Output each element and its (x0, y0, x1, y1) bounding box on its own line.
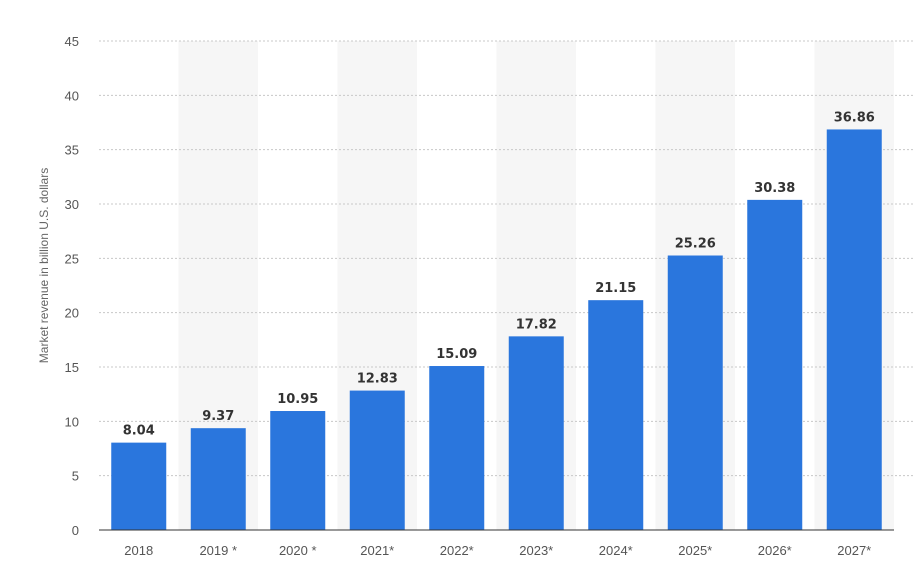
value-label: 9.37 (202, 409, 234, 424)
y-tick-label: 30 (65, 197, 79, 212)
bars (111, 129, 882, 531)
bar (111, 442, 167, 530)
x-tick-label: 2021* (360, 543, 394, 558)
bar (667, 255, 723, 530)
y-axis-title: Market revenue in billion U.S. dollars (37, 168, 51, 363)
x-tick-label: 2027* (837, 543, 871, 558)
value-label: 8.04 (123, 424, 155, 439)
y-tick-label: 45 (65, 34, 79, 49)
y-tick-label: 40 (65, 88, 79, 103)
x-axis-ticks: 2018 2019 * 2020 * 2021* 2022* 2023* 2024* 2025… (124, 543, 871, 558)
y-tick-label: 15 (65, 360, 79, 375)
value-label: 21.15 (595, 281, 636, 296)
x-tick-label: 2020 * (279, 543, 317, 558)
bar (349, 390, 405, 530)
y-tick-label: 10 (65, 414, 79, 429)
bar (508, 336, 564, 530)
y-tick-label: 5 (72, 469, 79, 484)
x-tick-label: 2019 * (199, 543, 237, 558)
value-label: 12.83 (357, 372, 398, 387)
x-tick-label: 2018 (124, 543, 153, 558)
bar (429, 366, 485, 530)
x-tick-label: 2026* (758, 543, 792, 558)
bar (588, 300, 644, 530)
value-label: 15.09 (436, 347, 477, 362)
value-label: 17.82 (516, 317, 557, 332)
value-label: 10.95 (277, 392, 318, 407)
x-tick-label: 2024* (599, 543, 633, 558)
bar (190, 428, 246, 530)
value-label: 36.86 (834, 110, 875, 125)
value-label: 30.38 (754, 181, 795, 196)
y-tick-label: 20 (65, 306, 79, 321)
y-axis-ticks: 0 5 10 15 20 25 30 35 40 45 (65, 34, 79, 538)
y-tick-label: 25 (65, 251, 79, 266)
y-tick-label: 35 (65, 143, 79, 158)
bar (270, 411, 326, 530)
bar (826, 129, 882, 531)
x-tick-label: 2025* (678, 543, 712, 558)
x-tick-label: 2022* (440, 543, 474, 558)
value-labels: 8.04 9.37 10.95 12.83 15.09 17.82 21.15 25.26 30… (123, 110, 875, 438)
x-tick-label: 2023* (519, 543, 553, 558)
bar (747, 199, 803, 530)
value-label: 25.26 (675, 237, 716, 252)
y-tick-label: 0 (72, 523, 79, 538)
